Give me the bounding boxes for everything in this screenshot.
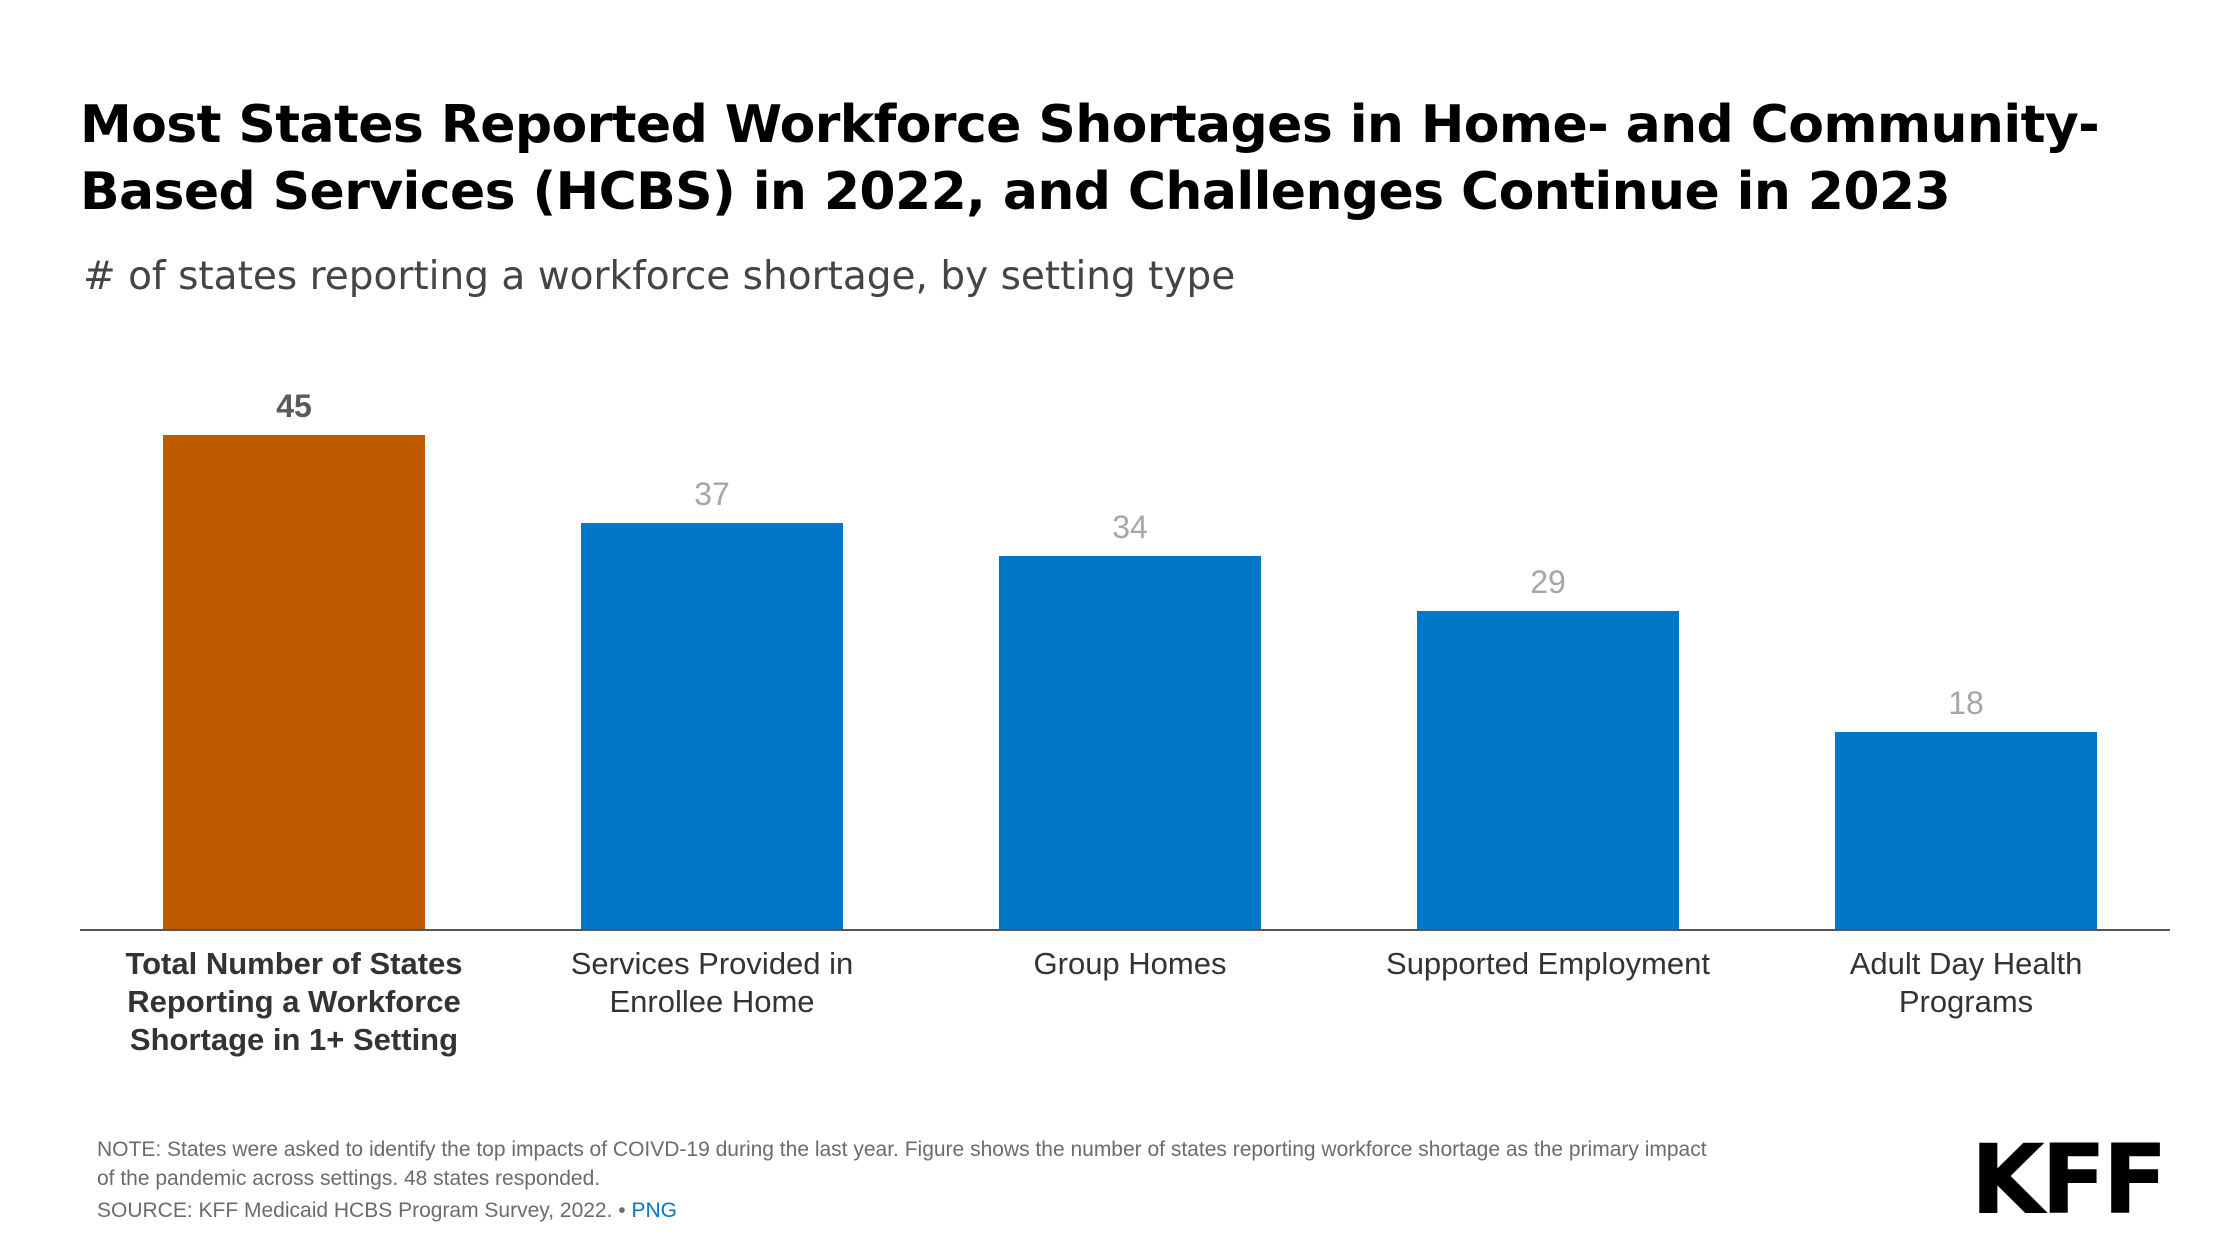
category-label-line: Programs (1899, 984, 2033, 1019)
category-label-line: Enrollee Home (609, 984, 814, 1019)
category-label-line: Supported Employment (1386, 946, 1710, 981)
bar-value-label: 18 (1948, 685, 1984, 721)
bar-value-label: 29 (1530, 564, 1566, 600)
png-download-link[interactable]: PNG (631, 1199, 677, 1222)
source-text: SOURCE: KFF Medicaid HCBS Program Survey… (97, 1199, 632, 1222)
category-label: Group Homes (1034, 946, 1227, 981)
category-label: Adult Day Health Programs (1850, 946, 2083, 1019)
category-label: Supported Employment (1386, 946, 1710, 981)
bar (1417, 611, 1679, 930)
category-label: Total Number of States Reporting a Workfo… (125, 946, 462, 1057)
category-label-line: Services Provided in (571, 946, 854, 981)
bar (163, 435, 425, 930)
bar-chart: 45 Total Number of States Reporting a Work… (80, 388, 2170, 1057)
source-line: SOURCE: KFF Medicaid HCBS Program Survey… (97, 1196, 677, 1225)
bar-value-label: 37 (694, 476, 730, 512)
category-label-line: Reporting a Workforce (127, 984, 461, 1019)
chart-title: Most States Reported Workforce Shortages… (80, 95, 2100, 222)
category-label-line: Group Homes (1034, 946, 1227, 981)
category-label-line: Shortage in 1+ Setting (130, 1022, 458, 1057)
category-label-line: Adult Day Health (1850, 946, 2083, 981)
category-label: Services Provided in Enrollee Home (571, 946, 854, 1019)
footnote: NOTE: States were asked to identify the … (97, 1138, 1707, 1190)
bar (581, 523, 843, 930)
bar-value-label: 45 (276, 388, 312, 424)
bar-value-label: 34 (1112, 509, 1148, 545)
bar (1835, 732, 2097, 930)
chart-subtitle: # of states reporting a workforce shorta… (83, 254, 1236, 299)
kff-logo: KFF (1970, 1124, 2168, 1236)
category-label-line: Total Number of States (125, 946, 462, 981)
bar (999, 556, 1261, 930)
